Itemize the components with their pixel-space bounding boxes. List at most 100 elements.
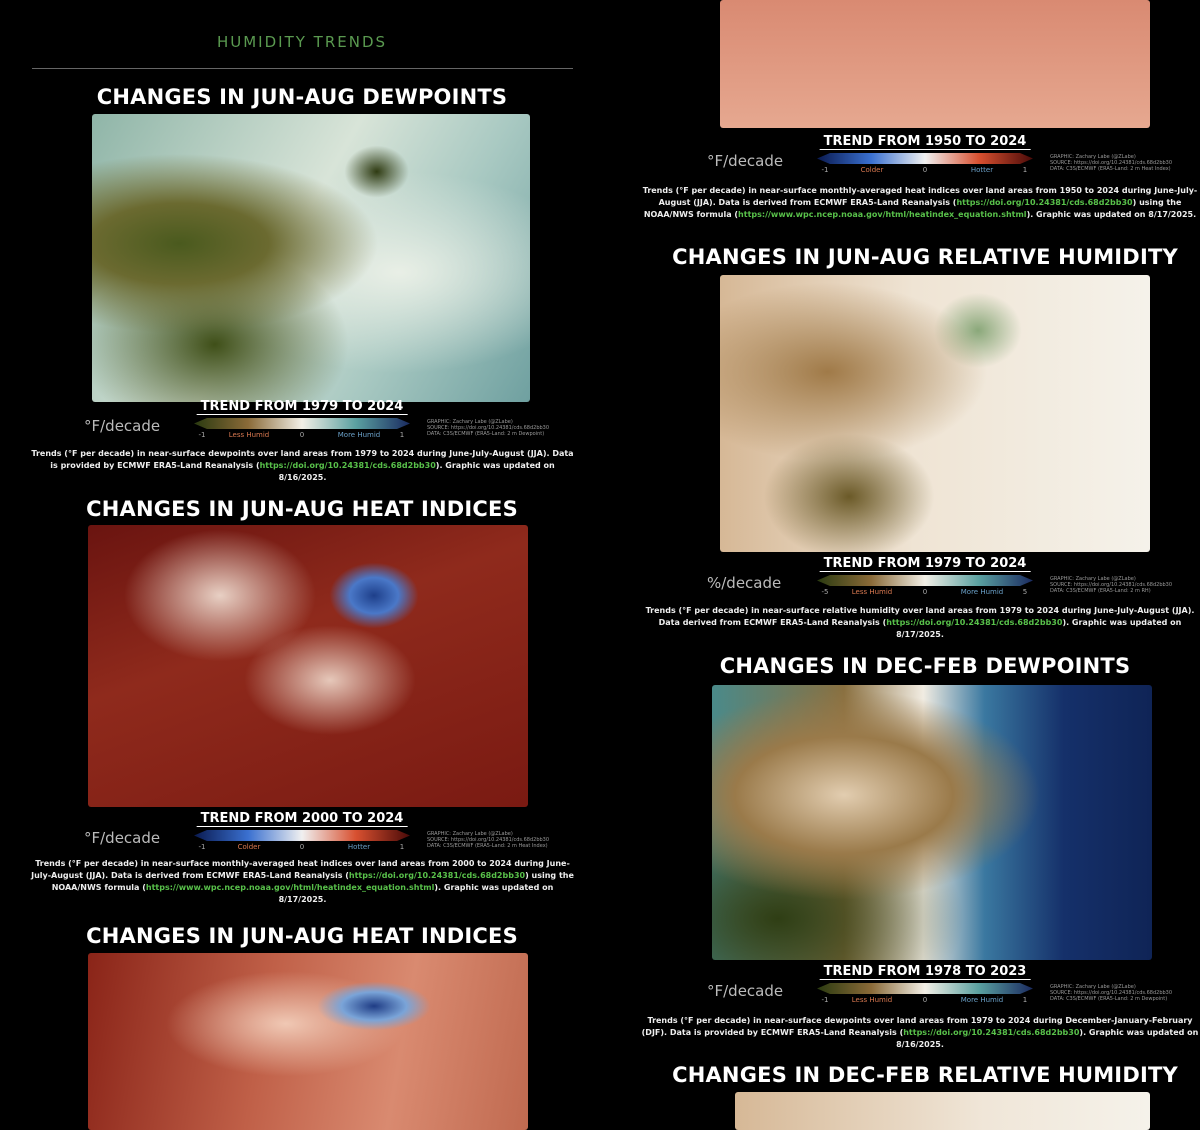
colorbar-high-label: Hotter xyxy=(347,843,371,851)
map xyxy=(92,114,530,402)
map xyxy=(720,0,1150,128)
map xyxy=(712,685,1152,960)
caption-link: https://doi.org/10.24381/cds.68d2bb30 xyxy=(956,198,1133,207)
colorbar-tick: 0 xyxy=(299,843,305,851)
caption-text: Trends (°F per decade) in near-surface m… xyxy=(642,186,1198,207)
credit-line: SOURCE: https://doi.org/10.24381/cds.68d… xyxy=(427,425,550,431)
panel-title: CHANGES IN JUN-AUG HEAT INDICES xyxy=(86,497,518,521)
credit-line: GRAPHIC: Zachary Labe (@ZLabe) xyxy=(427,831,513,837)
colorbar xyxy=(817,153,1033,164)
colorbar-title: TREND FROM 1979 TO 2024 xyxy=(819,556,1031,572)
colorbar-high-label: More Humid xyxy=(337,431,381,439)
caption-link: https://www.wpc.ncep.noaa.gov/html/heati… xyxy=(738,210,1027,219)
credit-line: DATA: C3S/ECMWF (ERA5-Land: 2 m Heat Ind… xyxy=(1050,166,1171,172)
caption: Trends (°F per decade) in near-surface r… xyxy=(640,605,1200,641)
colorbar xyxy=(817,575,1033,586)
caption-text: Trends (°F per decade) in near-surface d… xyxy=(641,1016,1193,1037)
colorbar-low-label: Less Humid xyxy=(851,588,893,596)
colorbar xyxy=(817,983,1033,994)
colorbar-tick: -1 xyxy=(198,431,206,439)
caption: Trends (°F per decade) in near-surface d… xyxy=(30,448,575,484)
header-title: HUMIDITY TRENDS xyxy=(216,33,388,51)
credit-line: DATA: C3S/ECMWF (ERA5-Land: 2 m RH) xyxy=(1050,588,1151,594)
map xyxy=(88,953,528,1130)
colorbar-tick: 1 xyxy=(399,431,405,439)
credit-line: GRAPHIC: Zachary Labe (@ZLabe) xyxy=(1050,154,1136,160)
map xyxy=(735,1092,1150,1130)
panel-title: CHANGES IN DEC-FEB RELATIVE HUMIDITY xyxy=(672,1063,1178,1087)
map xyxy=(88,525,528,807)
colorbar-unit: °F/decade xyxy=(84,829,161,847)
colorbar-unit: °F/decade xyxy=(84,417,161,435)
colorbar-low-label: Less Humid xyxy=(851,996,893,1004)
credit-line: SOURCE: https://doi.org/10.24381/cds.68d… xyxy=(1050,990,1173,996)
colorbar-low-label: Colder xyxy=(860,166,884,174)
colorbar-tick: 1 xyxy=(1022,166,1028,174)
colorbar-title: TREND FROM 2000 TO 2024 xyxy=(196,811,408,827)
credit-line: SOURCE: https://doi.org/10.24381/cds.68d… xyxy=(427,837,550,843)
colorbar-tick: -5 xyxy=(821,588,829,596)
colorbar xyxy=(194,418,410,429)
colorbar-high-label: More Humid xyxy=(960,588,1004,596)
caption-text: Trends (°F per decade) in near-surface r… xyxy=(645,606,1195,627)
map xyxy=(720,275,1150,552)
credits: GRAPHIC: Zachary Labe (@ZLabe) SOURCE: ht… xyxy=(427,419,549,437)
caption-link: https://doi.org/10.24381/cds.68d2bb30 xyxy=(348,871,526,880)
colorbar-tick: -1 xyxy=(821,996,829,1004)
caption-text: ). Graphic was updated on 8/16/2025. xyxy=(896,1028,1199,1049)
caption-link: https://doi.org/10.24381/cds.68d2bb30 xyxy=(259,461,436,470)
colorbar-low-label: Colder xyxy=(237,843,261,851)
colorbar-tick: 1 xyxy=(399,843,405,851)
credit-line: SOURCE: https://doi.org/10.24381/cds.68d… xyxy=(1050,582,1173,588)
colorbar-tick: 0 xyxy=(922,166,928,174)
colorbar-tick: 0 xyxy=(299,431,305,439)
caption-link: https://doi.org/10.24381/cds.68d2bb30 xyxy=(886,618,1063,627)
colorbar-tick: 0 xyxy=(922,996,928,1004)
credits: GRAPHIC: Zachary Labe (@ZLabe) SOURCE: ht… xyxy=(1050,984,1172,1002)
caption-link: https://doi.org/10.24381/cds.68d2bb30 xyxy=(903,1028,1080,1037)
credit-line: DATA: C3S/ECMWF (ERA5-Land: 2 m Dewpoint… xyxy=(427,431,545,437)
colorbar xyxy=(194,830,410,841)
credit-line: GRAPHIC: Zachary Labe (@ZLabe) xyxy=(1050,984,1136,990)
colorbar-title: TREND FROM 1978 TO 2023 xyxy=(819,964,1031,980)
credit-line: DATA: C3S/ECMWF (ERA5-Land: 2 m Dewpoint… xyxy=(1050,996,1168,1002)
panel-title: CHANGES IN JUN-AUG RELATIVE HUMIDITY xyxy=(672,245,1178,269)
caption-text: ) using the NOAA/NWS formula ( xyxy=(51,871,574,892)
panel-title: CHANGES IN JUN-AUG DEWPOINTS xyxy=(96,85,508,109)
caption-link: https://www.wpc.ncep.noaa.gov/html/heati… xyxy=(145,883,435,892)
colorbar-unit: °F/decade xyxy=(707,982,784,1000)
caption-text: ) using the NOAA/NWS formula ( xyxy=(643,198,1182,219)
caption-text: Trends (°F per decade) in near-surface m… xyxy=(31,859,570,880)
colorbar-tick: -1 xyxy=(821,166,829,174)
credit-line: DATA: C3S/ECMWF (ERA5-Land: 2 m Heat Ind… xyxy=(427,843,548,849)
caption-text: Trends (°F per decade) in near-surface d… xyxy=(31,449,574,470)
divider xyxy=(32,68,573,69)
colorbar-title: TREND FROM 1979 TO 2024 xyxy=(196,399,408,415)
credit-line: GRAPHIC: Zachary Labe (@ZLabe) xyxy=(1050,576,1136,582)
colorbar-title: TREND FROM 1950 TO 2024 xyxy=(819,134,1031,150)
caption-text: ). Graphic was updated on 8/17/2025. xyxy=(278,883,554,904)
credit-line: SOURCE: https://doi.org/10.24381/cds.68d… xyxy=(1050,160,1173,166)
credit-line: GRAPHIC: Zachary Labe (@ZLabe) xyxy=(427,419,513,425)
caption-text: ). Graphic was updated on 8/17/2025. xyxy=(1026,210,1197,219)
colorbar-high-label: More Humid xyxy=(960,996,1004,1004)
colorbar-unit: °F/decade xyxy=(707,152,784,170)
colorbar-low-label: Less Humid xyxy=(228,431,270,439)
caption-text: ). Graphic was updated on 8/17/2025. xyxy=(896,618,1182,639)
caption: Trends (°F per decade) in near-surface m… xyxy=(30,858,575,906)
caption-text: ). Graphic was updated on 8/16/2025. xyxy=(278,461,555,482)
caption: Trends (°F per decade) in near-surface d… xyxy=(640,1015,1200,1051)
colorbar-high-label: Hotter xyxy=(970,166,994,174)
colorbar-tick: 1 xyxy=(1022,996,1028,1004)
credits: GRAPHIC: Zachary Labe (@ZLabe) SOURCE: ht… xyxy=(427,831,549,849)
credits: GRAPHIC: Zachary Labe (@ZLabe) SOURCE: ht… xyxy=(1050,154,1172,172)
colorbar-tick: -1 xyxy=(198,843,206,851)
colorbar-unit: %/decade xyxy=(707,574,782,592)
panel-title: CHANGES IN DEC-FEB DEWPOINTS xyxy=(719,654,1131,678)
credits: GRAPHIC: Zachary Labe (@ZLabe) SOURCE: ht… xyxy=(1050,576,1172,594)
colorbar-tick: 0 xyxy=(922,588,928,596)
caption: Trends (°F per decade) in near-surface m… xyxy=(640,185,1200,221)
panel-title: CHANGES IN JUN-AUG HEAT INDICES xyxy=(86,924,518,948)
colorbar-tick: 5 xyxy=(1022,588,1028,596)
